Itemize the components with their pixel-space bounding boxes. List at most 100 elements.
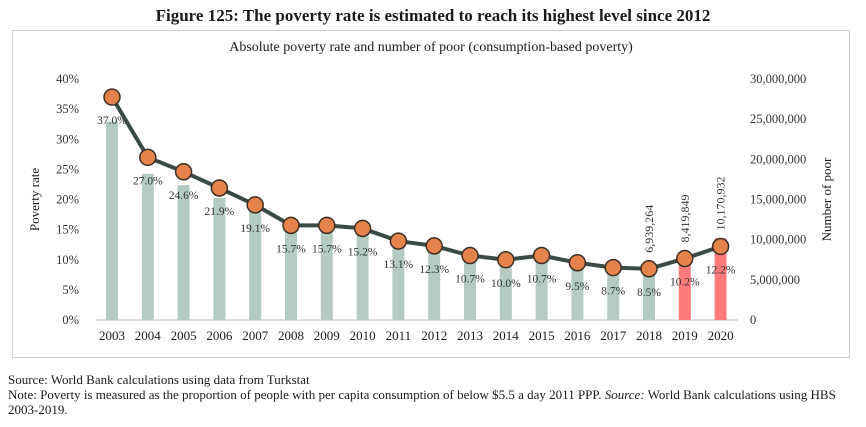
poverty-rate-point [532,246,551,265]
poverty-rate-label: 10.2% [670,277,700,289]
y-tick-left: 10% [56,253,79,267]
bar-number-of-poor [678,252,691,320]
chart: Absolute poverty rate and number of poor… [27,40,834,343]
method-note: Note: Poverty is measured as the proport… [8,387,858,417]
x-tick-label: 2014 [493,328,520,343]
poverty-rate-point [676,249,694,268]
y-tick-right: 25,000,000 [750,112,806,126]
y-tick-right: 5,000,000 [750,273,800,287]
bar-number-of-poor [643,264,655,320]
poverty-rate-point [246,196,264,214]
x-tick-label: 2008 [278,328,304,343]
poverty-rate-label: 9.5% [565,281,589,293]
y-axis-right-label: Number of poor [819,157,834,241]
poverty-rate-point [389,232,408,250]
bar-value-label: 8,419,849 [678,195,692,243]
notes: Source: World Bank calculations using da… [8,372,858,417]
x-tick-label: 2007 [242,328,269,343]
x-tick-label: 2018 [636,328,662,343]
poverty-rate-line [110,96,722,271]
x-tick-label: 2009 [314,328,340,343]
bar-number-of-poor [571,260,584,320]
poverty-rate-label: 24.6% [169,190,199,202]
poverty-rate-label: 10.0% [491,278,521,290]
poverty-rate-label: 15.2% [348,246,378,258]
poverty-rate-label: 21.9% [205,206,235,218]
poverty-rate-point [139,148,157,167]
poverty-rate-point [174,163,193,181]
bar-number-of-poor [714,238,727,320]
poverty-rate-point [604,258,622,277]
poverty-rate-point [425,237,443,255]
bar-number-of-poor [392,241,405,320]
bar-number-of-poor [285,230,297,320]
poverty-rate-point [318,216,336,235]
bar-number-of-poor [428,246,441,320]
bar-number-of-poor [320,229,333,320]
poverty-rate-point [640,260,658,278]
poverty-rate-label: 10.7% [455,274,485,286]
y-tick-left: 0% [62,313,79,327]
bar-number-of-poor [535,254,548,320]
poverty-rate-point [210,179,229,197]
source-note: Source: World Bank calculations using da… [8,372,310,387]
poverty-rate-label: 15.7% [276,243,306,255]
y-tick-left: 25% [56,162,79,176]
poverty-rate-label: 8.7% [601,286,625,298]
y-tick-right: 30,000,000 [750,72,806,86]
y-tick-right: 10,000,000 [750,233,806,247]
poverty-rate-label: 8.5% [637,287,661,299]
bar-number-of-poor [141,173,154,320]
y-tick-left: 30% [56,132,79,146]
x-tick-label: 2005 [171,328,197,343]
y-tick-right: 20,000,000 [750,152,806,166]
bar-value-label: 6,939,264 [642,205,656,253]
x-tick-label: 2006 [206,328,233,343]
bar-number-of-poor [499,258,512,320]
poverty-rate-point [568,254,587,272]
bar-number-of-poor [106,121,118,321]
poverty-rate-label: 27.0% [133,175,163,187]
poverty-rate-label: 15.7% [312,243,342,255]
bar-number-of-poor [464,255,476,320]
y-tick-left: 20% [56,193,79,207]
poverty-rate-label: 12.3% [419,264,449,276]
x-tick-label: 2015 [529,328,555,343]
method-note-source-label: Source: [604,387,645,402]
poverty-rate-point [353,219,372,238]
poverty-rate-label: 10.7% [527,274,557,286]
bar-number-of-poor [249,211,262,320]
chart-frame: Absolute poverty rate and number of poor… [12,30,850,358]
x-tick-label: 2004 [135,328,162,343]
poverty-rate-label: 19.1% [240,223,270,235]
poverty-rate-point [461,246,479,265]
y-tick-left: 15% [56,223,79,237]
bar-number-of-poor [356,230,369,320]
x-tick-label: 2010 [350,328,376,343]
poverty-rate-point [711,237,730,256]
x-tick-label: 2019 [672,328,698,343]
poverty-rate-label: 37.0% [97,115,127,127]
method-note-suffix: World Bank calculations using HBS 2003-2… [8,387,836,417]
bar-number-of-poor [177,185,190,320]
y-tick-left: 40% [56,72,79,86]
poverty-rate-point [497,251,515,269]
figure-title: Figure 125: The poverty rate is estimate… [155,6,711,25]
x-tick-label: 2017 [600,328,627,343]
method-note-prefix: Note: Poverty is measured as the proport… [8,387,605,402]
bar-value-label: 10,170,932 [714,176,728,230]
y-tick-left: 5% [62,283,79,297]
chart-title: Absolute poverty rate and number of poor… [229,40,633,55]
poverty-rate-label: 13.1% [384,259,414,271]
poverty-rate-point [103,88,121,106]
poverty-rate-point [282,216,300,235]
x-tick-label: 2013 [457,328,483,343]
poverty-rate-label: 12.2% [706,264,736,276]
y-axis-left-label: Poverty rate [27,168,42,231]
bar-number-of-poor [213,197,226,320]
x-tick-label: 2012 [421,328,447,343]
bar-number-of-poor [607,264,620,320]
y-tick-left: 35% [56,102,79,116]
x-tick-label: 2016 [564,328,591,343]
x-tick-label: 2011 [386,328,412,343]
